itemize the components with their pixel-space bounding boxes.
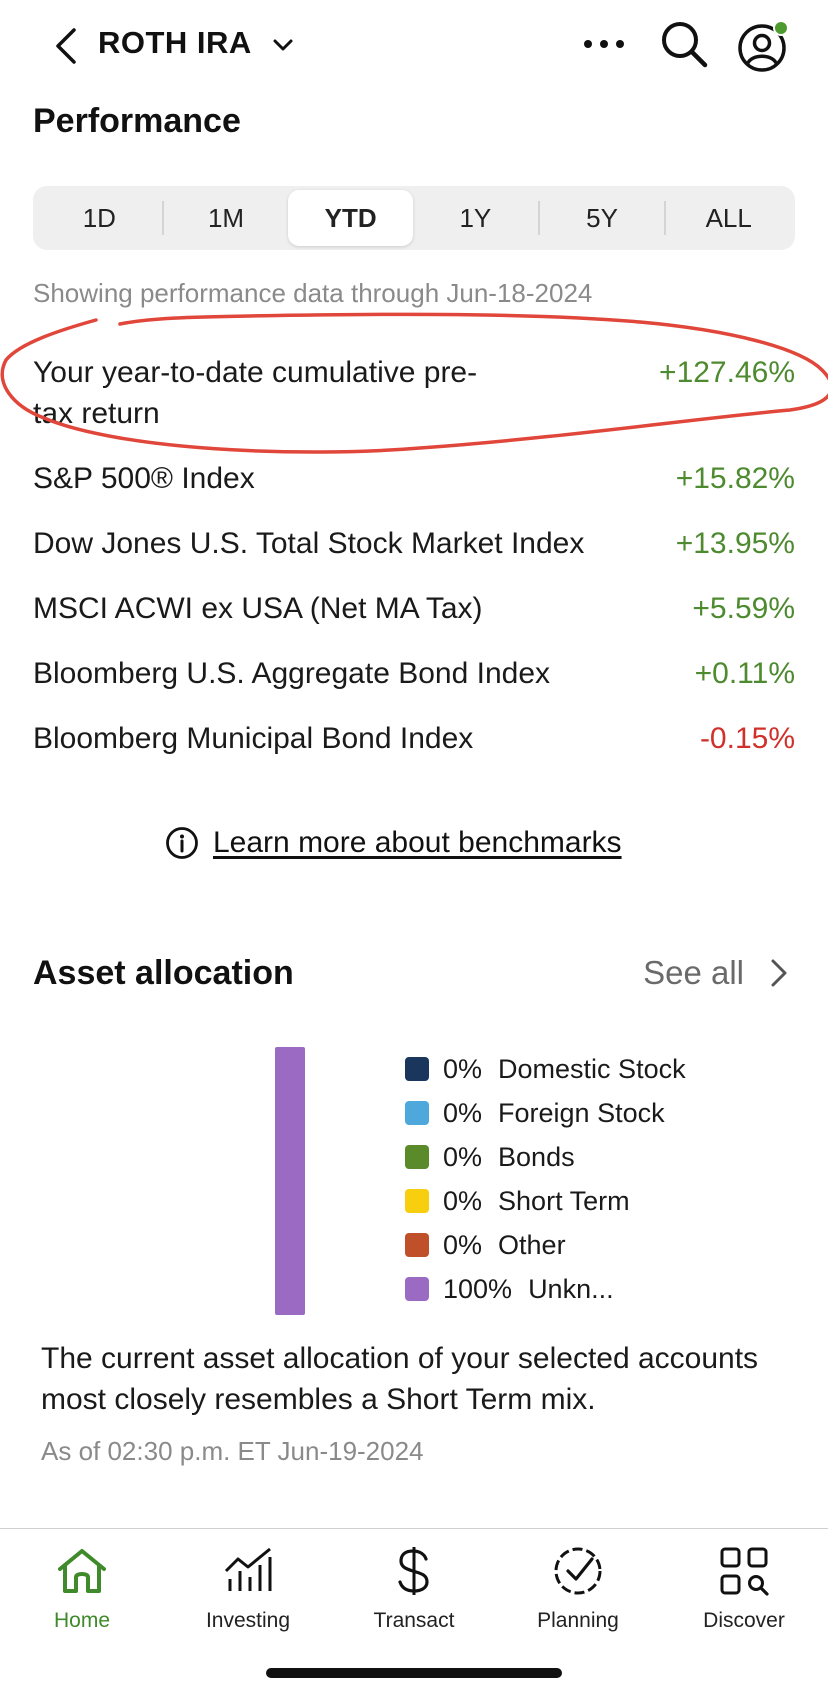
tab-home-label: Home xyxy=(53,1609,111,1632)
tab-planning[interactable]: Planning xyxy=(503,1543,653,1633)
benchmark-value: +15.82% xyxy=(675,462,795,495)
discover-grid-icon xyxy=(720,1547,769,1596)
segment-divider xyxy=(664,201,667,235)
tab-1m[interactable]: 1M xyxy=(207,202,245,233)
investing-chart-icon xyxy=(224,1547,272,1591)
tab-transact[interactable]: Transact xyxy=(339,1543,489,1633)
legend-percent: 0% xyxy=(443,1141,483,1172)
legend-label: Bonds xyxy=(498,1141,575,1172)
allocation-as-of-date: As of 02:30 p.m. ET Jun-19-2024 xyxy=(41,1436,424,1466)
benchmark-value: -0.15% xyxy=(699,722,795,755)
tab-discover-label: Discover xyxy=(703,1609,785,1632)
home-icon xyxy=(58,1549,106,1593)
legend-swatch xyxy=(405,1145,429,1169)
legend-percent: 0% xyxy=(443,1229,483,1260)
benchmark-value: +13.95% xyxy=(675,527,795,560)
chevron-right-icon xyxy=(771,959,787,987)
legend-percent: 100% xyxy=(443,1273,513,1304)
tab-1y[interactable]: 1Y xyxy=(459,202,492,233)
segment-divider xyxy=(161,201,164,235)
legend-item-bonds: 0% Bonds xyxy=(405,1135,686,1179)
ytd-return-label-line2: tax return xyxy=(33,397,160,430)
more-dots-icon[interactable] xyxy=(580,30,628,58)
legend-item-unknown: 100% Unkn... xyxy=(405,1267,686,1311)
legend-swatch xyxy=(405,1233,429,1257)
legend-label: Unkn... xyxy=(528,1273,614,1304)
ytd-return-label-line1: Your year-to-date cumulative pre- xyxy=(33,356,478,389)
info-icon xyxy=(166,827,198,859)
tab-investing-label: Investing xyxy=(205,1609,291,1632)
tab-all[interactable]: ALL xyxy=(705,202,752,233)
see-all-label: See all xyxy=(643,954,744,991)
tab-transact-label: Transact xyxy=(373,1609,455,1632)
allocation-bar xyxy=(275,1047,305,1315)
dropdown-chevron-icon[interactable] xyxy=(268,30,298,60)
tab-1d[interactable]: 1D xyxy=(82,202,116,233)
tab-planning-label: Planning xyxy=(537,1609,619,1632)
tab-ytd[interactable]: YTD xyxy=(288,190,414,246)
benchmark-label: Bloomberg Municipal Bond Index xyxy=(33,722,474,755)
legend-swatch xyxy=(405,1057,429,1081)
segment-divider xyxy=(537,201,540,235)
learn-more-link[interactable]: Learn more about benchmarks xyxy=(213,826,622,859)
tab-5y[interactable]: 5Y xyxy=(586,202,618,233)
learn-more-benchmarks[interactable]: Learn more about benchmarks xyxy=(165,826,622,860)
legend-item-short-term: 0% Short Term xyxy=(405,1179,686,1223)
allocation-legend: 0% Domestic Stock 0% Foreign Stock 0% Bo… xyxy=(405,1047,686,1311)
legend-item-other: 0% Other xyxy=(405,1223,686,1267)
legend-swatch xyxy=(405,1277,429,1301)
performance-data-note: Showing performance data through Jun-18-… xyxy=(33,278,593,308)
time-range-selector: 1D 1M YTD 1Y 5Y ALL xyxy=(33,186,795,250)
benchmark-value: +5.59% xyxy=(692,592,795,625)
benchmark-label: S&P 500® Index xyxy=(33,462,255,495)
search-icon[interactable] xyxy=(658,18,710,70)
profile-icon[interactable] xyxy=(736,18,792,74)
legend-swatch xyxy=(405,1189,429,1213)
home-indicator xyxy=(266,1668,562,1678)
legend-label: Other xyxy=(498,1229,566,1260)
account-title[interactable]: ROTH IRA xyxy=(98,25,252,60)
tab-discover[interactable]: Discover xyxy=(669,1543,819,1633)
top-nav-bar: ROTH IRA xyxy=(0,0,828,90)
benchmark-label: Dow Jones U.S. Total Stock Market Index xyxy=(33,527,585,560)
benchmark-label: Bloomberg U.S. Aggregate Bond Index xyxy=(33,657,551,690)
legend-label: Domestic Stock xyxy=(498,1053,686,1084)
legend-swatch xyxy=(405,1101,429,1125)
planning-check-icon xyxy=(554,1547,602,1595)
tab-home[interactable]: Home xyxy=(7,1543,157,1633)
legend-percent: 0% xyxy=(443,1185,483,1216)
performance-title: Performance xyxy=(33,102,241,140)
legend-percent: 0% xyxy=(443,1053,483,1084)
benchmark-label: MSCI ACWI ex USA (Net MA Tax) xyxy=(33,592,483,625)
legend-label: Foreign Stock xyxy=(498,1097,665,1128)
ytd-return-row: Your year-to-date cumulative pre- tax re… xyxy=(33,352,795,434)
ytd-return-value: +127.46% xyxy=(659,356,795,389)
legend-label: Short Term xyxy=(498,1185,630,1216)
legend-percent: 0% xyxy=(443,1097,483,1128)
back-chevron-icon[interactable] xyxy=(46,24,86,68)
legend-item-foreign-stock: 0% Foreign Stock xyxy=(405,1091,686,1135)
ytd-return-label: Your year-to-date cumulative pre- tax re… xyxy=(33,352,477,434)
see-all-button[interactable]: See all xyxy=(643,954,792,992)
dollar-icon xyxy=(398,1547,429,1595)
legend-item-domestic-stock: 0% Domestic Stock xyxy=(405,1047,686,1091)
benchmark-value: +0.11% xyxy=(694,657,795,690)
allocation-description: The current asset allocation of your sel… xyxy=(41,1342,759,1416)
tab-investing[interactable]: Investing xyxy=(173,1543,323,1633)
asset-allocation-title: Asset allocation xyxy=(33,954,294,992)
